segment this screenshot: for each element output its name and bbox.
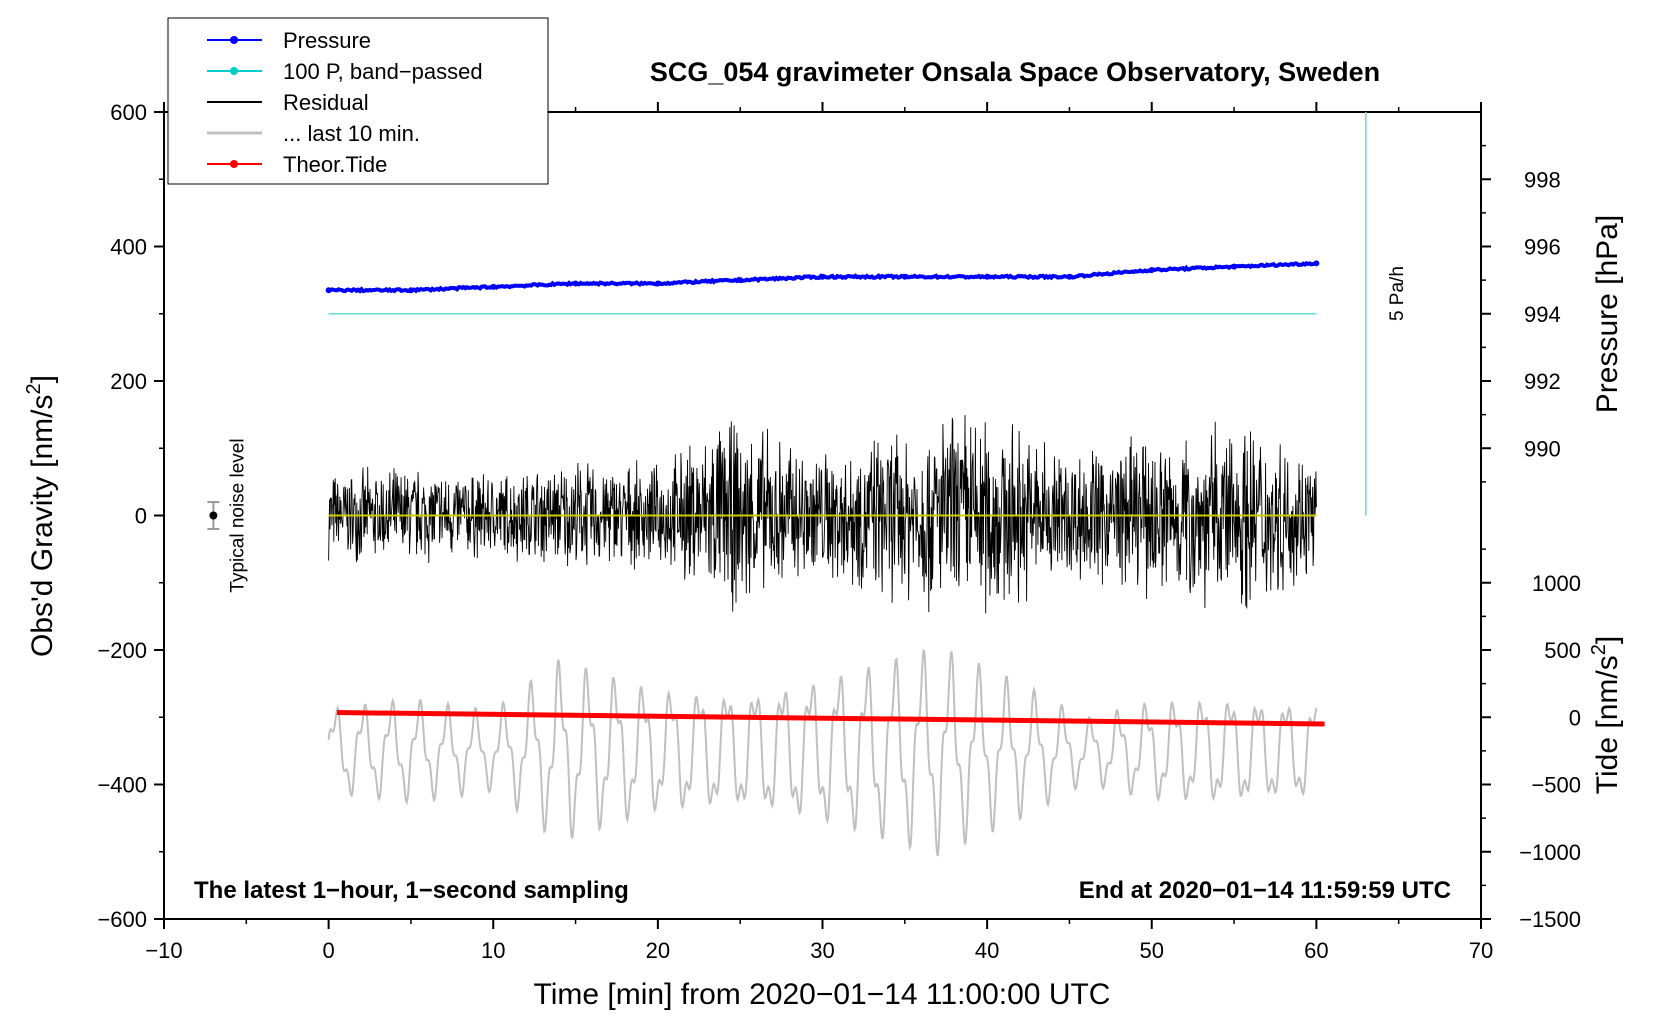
tide-axis-label: Tide [nm/s2]	[1588, 636, 1624, 794]
sampling-note: The latest 1−hour, 1−second sampling	[194, 877, 629, 904]
gravity-axis-label-main: Obs'd Gravity [nm/s	[26, 395, 59, 657]
tide-axis-label-sup: 2	[1588, 644, 1610, 655]
gravity-tick-label: 400	[110, 235, 147, 260]
tide-tick-label: 500	[1544, 638, 1581, 663]
x-tick-label: 50	[1140, 938, 1164, 963]
pressure-point	[901, 273, 908, 280]
x-tick-label: 70	[1469, 938, 1493, 963]
theoretical-tide-line	[336, 710, 1325, 727]
pressure-point	[654, 280, 661, 287]
legend-swatch-marker	[230, 67, 238, 75]
legend-swatch-marker	[230, 160, 238, 168]
x-tick-label: −10	[145, 938, 182, 963]
tide-tick-label: 1000	[1532, 571, 1581, 596]
gravity-axis-label-end: ]	[26, 375, 59, 383]
gravity-tick-label: 0	[135, 504, 147, 529]
pressure-point	[572, 280, 579, 287]
gravity-tick-label: −200	[97, 638, 147, 663]
x-tick-label: 20	[646, 938, 670, 963]
typical-noise-marker	[207, 501, 220, 530]
legend-label: 100 P, band−passed	[283, 59, 483, 84]
legend-label: Pressure	[283, 28, 371, 53]
gravity-tick-label: −600	[97, 907, 147, 932]
legend: Pressure 100 P, band−passed Residual ... la…	[167, 17, 549, 185]
gravity-axis-label: Obs'd Gravity [nm/s2]	[23, 375, 59, 657]
pressure-tick-label: 990	[1524, 436, 1561, 461]
pressure-point	[1231, 263, 1238, 270]
legend-label: Residual	[283, 90, 369, 115]
legend-label: ... last 10 min.	[283, 121, 420, 146]
x-tick-label: 30	[810, 938, 834, 963]
line-series	[328, 313, 1325, 727]
pressure-tick-label: 992	[1524, 369, 1561, 394]
x-tick-label: 40	[975, 938, 999, 963]
noise-point	[209, 511, 218, 520]
x-axis: −10 0 10 20 30 40 50 60 70	[145, 102, 1493, 963]
typical-noise-label: Typical noise level	[227, 438, 248, 592]
pressure-rate-label: 5 Pa/h	[1387, 266, 1408, 321]
gravity-tick-label: 200	[110, 369, 147, 394]
pressure-point	[984, 273, 991, 280]
pressure-series	[325, 260, 1320, 294]
pressure-point	[737, 277, 744, 284]
residual-series	[328, 415, 1317, 614]
x-tick-label: 0	[323, 938, 335, 963]
x-tick-label: 10	[481, 938, 505, 963]
gravity-axis: −600 −400 −200 0 200 400 600	[97, 100, 164, 932]
tide-tick-label: −500	[1531, 773, 1581, 798]
pressure-point	[819, 273, 826, 280]
residual-line	[328, 415, 1317, 614]
gravity-tick-label: 600	[110, 100, 147, 125]
legend-swatch-marker	[230, 36, 238, 44]
tide-tick-label: −1500	[1519, 907, 1581, 932]
tide-axis-label-end: ]	[1591, 636, 1624, 644]
gravity-tick-label: −400	[97, 773, 147, 798]
pressure-point	[1148, 267, 1155, 274]
pressure-point	[490, 283, 497, 290]
gravity-axis-label-sup: 2	[23, 383, 45, 394]
pressure-tick-label: 994	[1524, 302, 1561, 327]
pressure-point	[1313, 260, 1320, 267]
x-axis-label: Time [min] from 2020−01−14 11:00:00 UTC	[534, 978, 1111, 1011]
pressure-axis-label: Pressure [hPa]	[1591, 215, 1624, 413]
chart-title: SCG_054 gravimeter Onsala Space Observat…	[650, 57, 1380, 87]
x-tick-label: 60	[1304, 938, 1328, 963]
pressure-point	[407, 287, 414, 294]
tide-axis: −1500 −1000 −500 0 500 1000	[1481, 548, 1581, 932]
pressure-point	[1066, 273, 1073, 280]
pressure-tick-label: 998	[1524, 167, 1561, 192]
tide-axis-label-main: Tide [nm/s	[1591, 655, 1624, 794]
pressure-axis: 990 992 994 996 998	[1481, 144, 1561, 483]
legend-label: Theor.Tide	[283, 152, 387, 177]
tide-tick-label: −1000	[1519, 840, 1581, 865]
last-10-min-series	[327, 649, 1318, 857]
end-time-note: End at 2020−01−14 11:59:59 UTC	[1079, 877, 1451, 904]
pressure-tick-label: 996	[1524, 235, 1561, 260]
pressure-point	[325, 287, 332, 294]
tide-tick-label: 0	[1569, 705, 1581, 730]
last-10-min-line	[327, 649, 1318, 857]
